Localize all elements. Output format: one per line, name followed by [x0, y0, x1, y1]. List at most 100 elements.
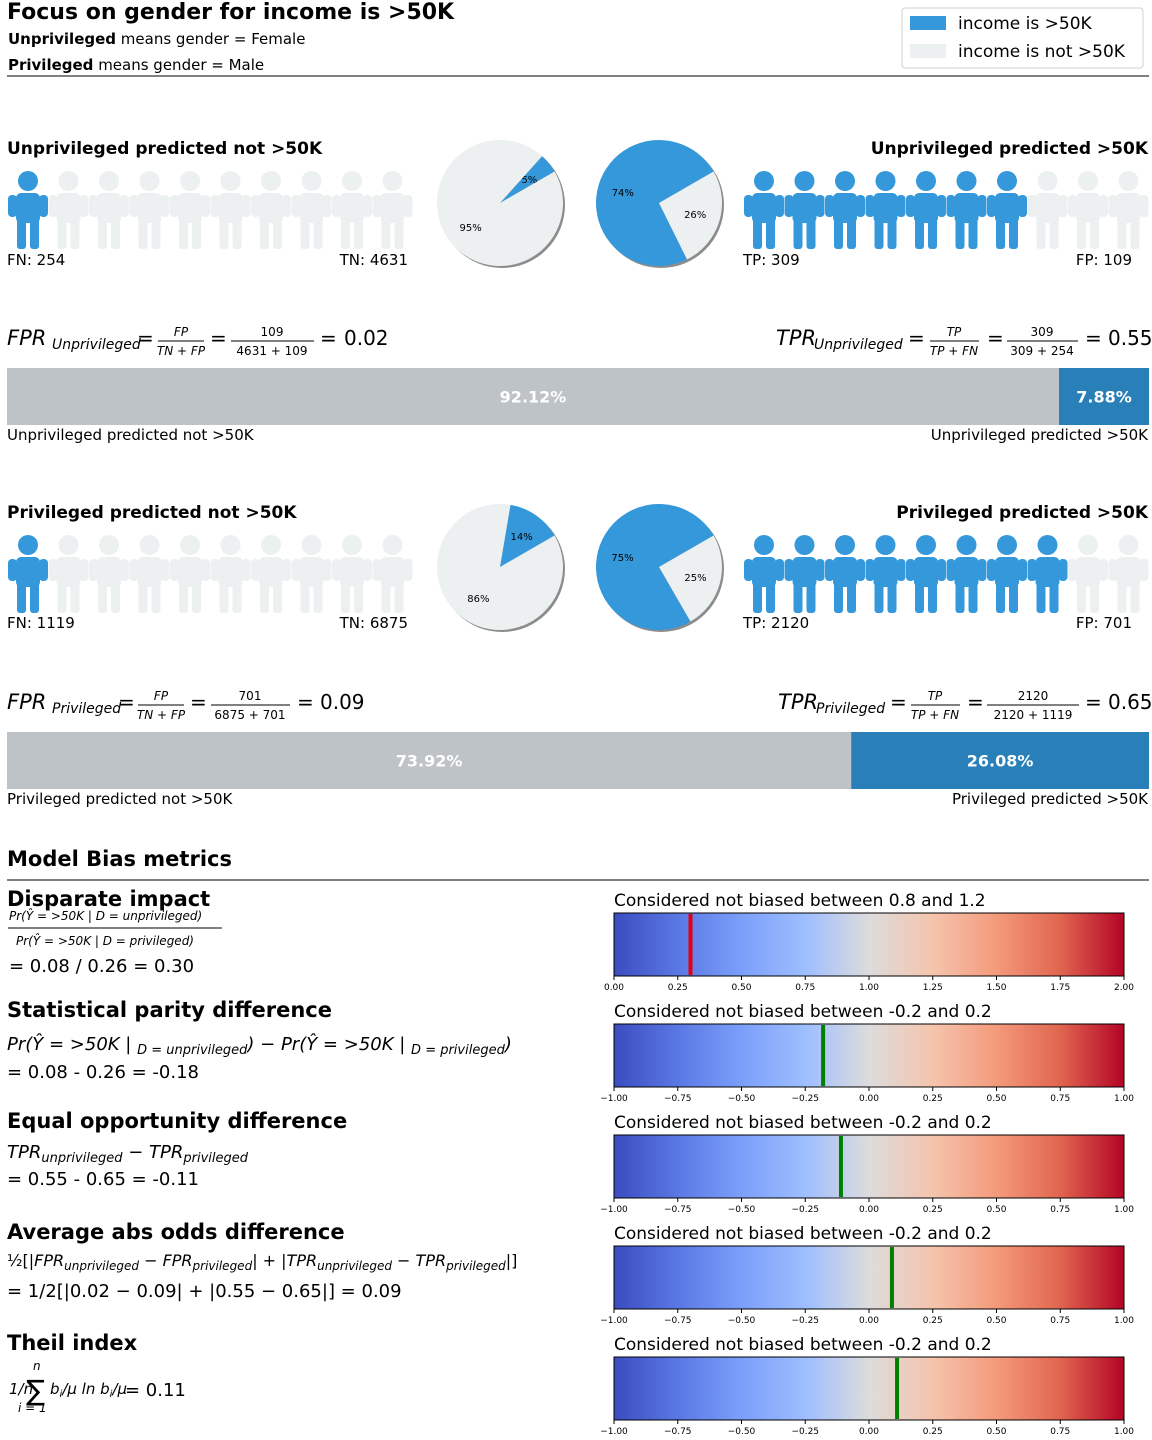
legend-label-negative: income is not >50K [958, 42, 1126, 62]
pie-slice-label: 5% [521, 175, 537, 186]
pie-slice-label: 25% [684, 573, 706, 584]
gauge-tick-label: 0.50 [986, 1427, 1006, 1437]
formula-one-over-n: 1/n [9, 1380, 33, 1398]
gauge-tick-label: −0.50 [728, 1316, 756, 1326]
person-icon [210, 535, 251, 613]
person-icon [946, 171, 987, 249]
pie-slice-positive [500, 156, 555, 203]
tpr-subscript: Privileged [816, 701, 885, 717]
person-icon [332, 535, 372, 613]
person-icon [865, 535, 906, 613]
unprivileged-fpr-formula: FPR Unprivileged = FP TN + FP = 109 4631… [7, 325, 389, 358]
gauge-tick-label: 1.00 [859, 983, 879, 993]
person-icon [1108, 171, 1149, 249]
person-icon [291, 535, 332, 613]
gauge-tick-label: 0.00 [859, 1205, 879, 1215]
gauge-tick-label: 0.25 [923, 1316, 943, 1326]
tpr-value-num: 309 [1031, 325, 1054, 339]
tpr-subscript: Unprivileged [814, 337, 903, 353]
legend-label-positive: income is >50K [958, 14, 1093, 34]
person-icon [906, 535, 946, 613]
gauge-caption: Considered not biased between 0.8 and 1.… [614, 891, 986, 911]
formula-sum-sign: ∑ [26, 1374, 45, 1407]
metric-name: Equal opportunity difference [7, 1109, 347, 1133]
pie-slice-negative [436, 139, 563, 266]
gauge-tick-label: 0.25 [923, 1094, 943, 1104]
report-title: Focus on gender for income is >50K [7, 0, 455, 25]
gauge-tick-label: 0.25 [923, 1427, 943, 1437]
privileged-negative-pie: 14% 86% [437, 504, 565, 632]
bar-negative-percent: 73.92% [396, 752, 463, 771]
tpr-generic-num: TP [928, 689, 943, 703]
gauge-tick-label: 0.75 [1050, 1094, 1070, 1104]
gauge-colorbar [613, 912, 1125, 977]
group-unprivileged: Unprivileged predicted not >50K Unprivil… [7, 139, 1152, 444]
pie-slice-positive [500, 504, 555, 567]
formula-result: = 0.08 - 0.26 = -0.18 [7, 1062, 199, 1083]
person-icon [170, 535, 210, 613]
gauge-tick-label: 0.00 [604, 983, 624, 993]
privileged-definition: Privileged means gender = Male [8, 56, 264, 74]
pie-slice-label: 95% [460, 223, 482, 234]
gauge-tick-label: 0.50 [986, 1094, 1006, 1104]
privileged-fpr-formula: FPR Privileged = FP TN + FP = 701 6875 +… [7, 689, 365, 722]
unprivileged-positive-title: Unprivileged predicted >50K [871, 139, 1149, 159]
fpr-equals-2: = [190, 690, 207, 714]
unprivileged-fn-count: FN: 254 [7, 251, 65, 269]
person-icon [1068, 535, 1108, 613]
privileged-tpr-formula: TPR Privileged = TP TP + FN = 2120 2120 … [778, 689, 1152, 722]
person-icon [48, 535, 89, 613]
fpr-generic-num: FP [174, 325, 189, 339]
tpr-equals-3: = [1085, 326, 1102, 350]
legend: income is >50K income is not >50K [901, 7, 1144, 69]
gauge-colorbar [613, 1245, 1125, 1310]
equal-opportunity-formula: TPRunprivileged − TPRprivileged [7, 1142, 249, 1166]
legend-frame [901, 7, 1144, 69]
fpr-value-num: 701 [239, 689, 262, 703]
gauge-caption: Considered not biased between -0.2 and 0… [614, 1113, 992, 1133]
person-icon [251, 535, 291, 613]
fpr-result: 0.09 [320, 690, 365, 714]
fpr-equals-2: = [210, 326, 227, 350]
person-icon [89, 535, 129, 613]
privileged-positive-pie: 75% 25% [596, 504, 724, 632]
person-icon [784, 535, 825, 613]
person-icon [946, 535, 987, 613]
gauge-tick-label: 1.25 [923, 983, 943, 993]
tpr-result: 0.65 [1108, 690, 1152, 714]
person-icon [8, 535, 48, 613]
pie-slice-negative [659, 171, 722, 260]
gauge-tick-label: 0.75 [1050, 1316, 1070, 1326]
unprivileged-positive-pie: 74% 26% [596, 140, 724, 268]
privileged-tp-count: TP: 2120 [742, 614, 809, 632]
gauge-tick-label: −0.50 [728, 1205, 756, 1215]
person-icon [1027, 535, 1068, 613]
fpr-symbol: FPR [7, 326, 46, 350]
fpr-symbol: FPR [7, 690, 46, 714]
tpr-symbol: TPR [776, 326, 816, 350]
legend-swatch-negative [910, 44, 946, 58]
metric-name: Theil index [7, 1331, 138, 1355]
gauge-tick-label: 1.00 [1114, 1316, 1134, 1326]
gauge-caption: Considered not biased between -0.2 and 0… [614, 1335, 992, 1355]
pie-slice-negative [659, 535, 722, 622]
gauge-tick-label: 0.00 [859, 1094, 879, 1104]
person-icon [825, 535, 865, 613]
gauge-tick-label: 0.75 [1050, 1205, 1070, 1215]
formula-sum-bottom: i = 1 [18, 1401, 47, 1415]
metric-name: Average abs odds difference [7, 1220, 345, 1244]
gauge-tick-label: −0.75 [664, 1205, 692, 1215]
person-icon [170, 171, 210, 249]
unprivileged-tn-count: TN: 4631 [339, 251, 408, 269]
person-icon [48, 171, 89, 249]
pie-slice-negative [437, 504, 563, 631]
gauge-colorbar [613, 1023, 1125, 1088]
gauge-tick-label: 0.25 [668, 983, 688, 993]
gauge-tick-label: 0.25 [923, 1205, 943, 1215]
person-icon [8, 171, 48, 249]
tpr-result: 0.55 [1108, 326, 1152, 350]
fpr-subscript: Unprivileged [52, 337, 141, 353]
formula-result: = 0.08 / 0.26 = 0.30 [9, 956, 194, 977]
gauge-tick-label: 0.00 [859, 1427, 879, 1437]
person-icon [332, 171, 372, 249]
